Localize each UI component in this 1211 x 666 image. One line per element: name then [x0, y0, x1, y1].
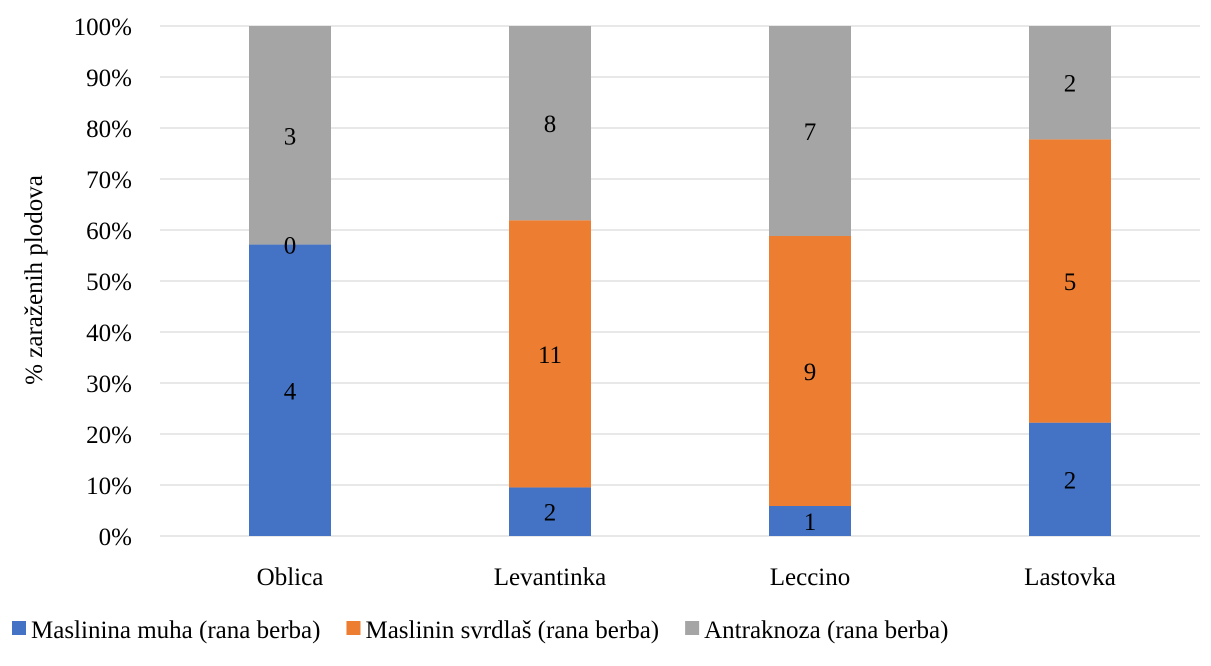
x-tick-label: Levantinka: [494, 564, 606, 591]
legend-swatch: [12, 621, 26, 635]
legend-swatch: [685, 621, 700, 635]
data-label: 1: [804, 509, 817, 536]
data-labels: 4 0 3 2 11 8 1 9 7 2 5 2: [284, 71, 1077, 536]
y-tick-label: 30%: [86, 371, 132, 398]
data-label: 2: [544, 500, 557, 527]
data-label: 7: [804, 119, 817, 146]
gridlines: [160, 25, 1200, 537]
bar-segment: [769, 506, 851, 536]
x-tick-label: Lastovka: [1024, 564, 1116, 591]
x-tick-label: Leccino: [770, 564, 851, 591]
y-tick-label: 80%: [86, 116, 132, 143]
y-tick-label: 90%: [86, 65, 132, 92]
y-tick-label: 20%: [86, 422, 132, 449]
bar-segment: [1029, 139, 1111, 423]
y-tick-label: 60%: [86, 218, 132, 245]
y-axis-ticks: 0% 10% 20% 30% 40% 50% 60% 70% 80% 90% 100%: [74, 14, 132, 551]
y-tick-label: 50%: [86, 269, 132, 296]
data-label: 2: [1064, 467, 1077, 494]
data-label: 11: [538, 342, 562, 369]
data-label: 9: [804, 359, 817, 386]
data-label: 8: [544, 111, 557, 138]
y-tick-label: 10%: [86, 473, 132, 500]
bar-segment: [249, 244, 331, 537]
bar-segment: [1029, 422, 1111, 536]
y-tick-label: 100%: [74, 14, 132, 41]
data-label: 2: [1064, 71, 1077, 98]
data-label: 0: [284, 233, 297, 260]
x-tick-label: Oblica: [257, 564, 324, 591]
data-label: 3: [284, 123, 297, 150]
data-label: 4: [284, 378, 297, 405]
bars: [249, 26, 1111, 537]
y-tick-label: 40%: [86, 320, 132, 347]
data-label: 5: [1064, 269, 1077, 296]
legend: Maslinina muha (rana berba) Maslinin svrd…: [12, 617, 948, 644]
y-axis-title: % zaraženih plodova: [21, 175, 48, 385]
legend-label: Maslinin svrdlaš (rana berba): [365, 617, 659, 644]
bar-segment: [509, 26, 591, 221]
x-axis-labels: Oblica Levantinka Leccino Lastovka: [257, 564, 1116, 591]
bar-segment: [509, 487, 591, 536]
legend-label: Maslinina muha (rana berba): [31, 617, 320, 644]
bar-segment: [509, 220, 591, 488]
legend-label: Antraknoza (rana berba): [704, 617, 948, 644]
y-tick-label: 70%: [86, 167, 132, 194]
bar-segment: [769, 26, 851, 236]
bar-segment: [769, 236, 851, 506]
bar-segment: [1029, 26, 1111, 140]
bar-segment: [249, 26, 331, 245]
legend-swatch: [346, 621, 361, 635]
y-tick-label: 0%: [99, 524, 132, 551]
